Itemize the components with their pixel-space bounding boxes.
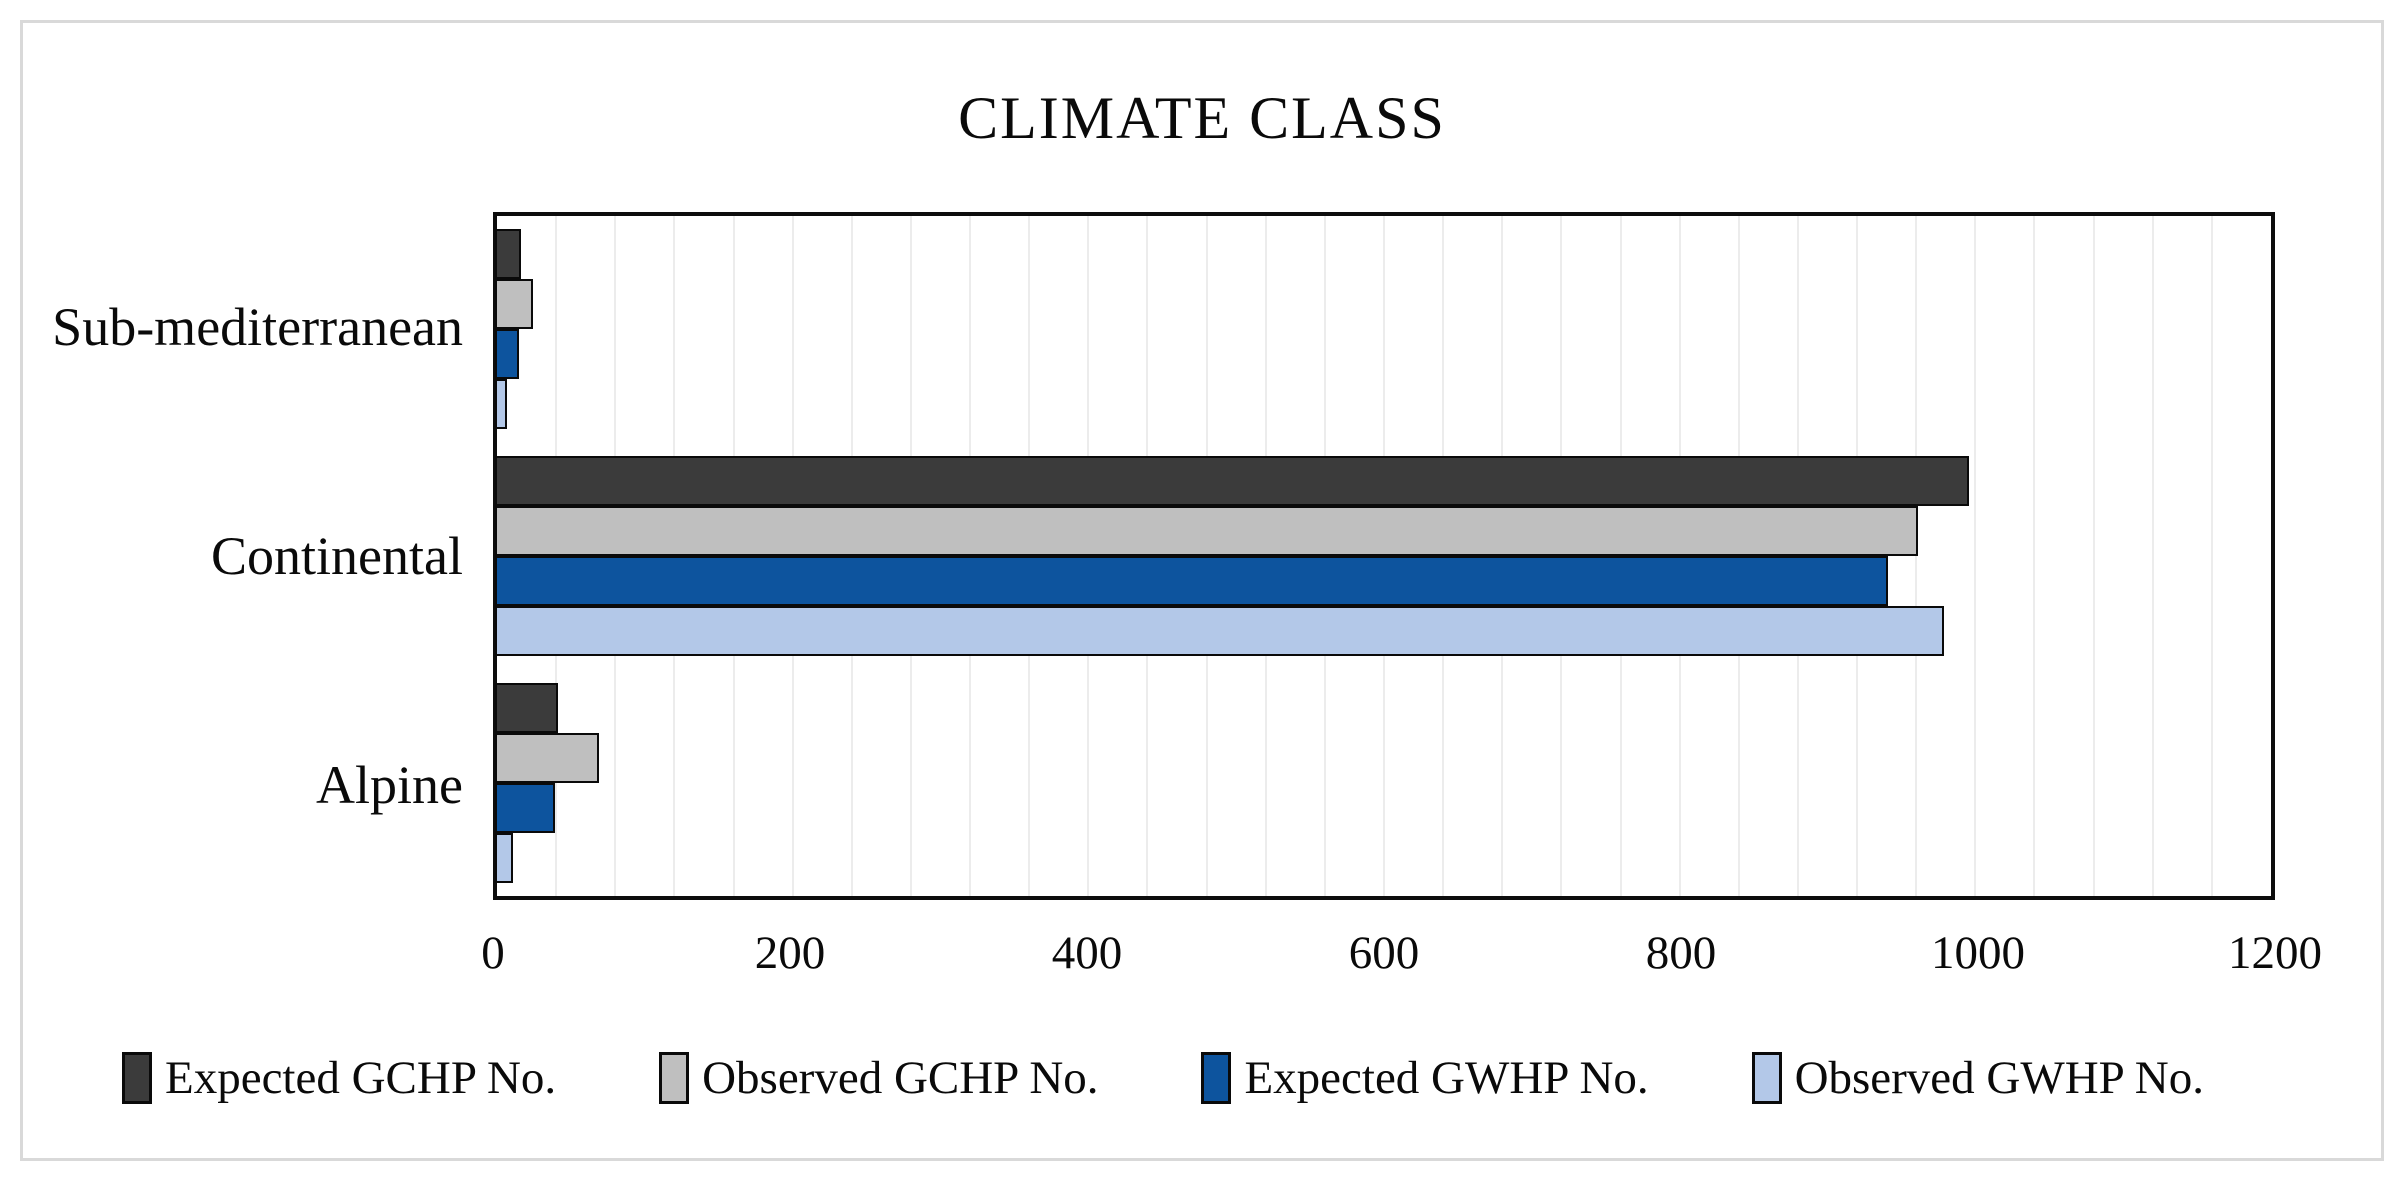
legend-swatch-expected-gchp-no — [122, 1052, 152, 1104]
legend-item-expected-gchp-no: Expected GCHP No. — [122, 1052, 556, 1104]
x-tick-label-200: 200 — [754, 927, 826, 979]
legend-swatch-observed-gwhp-no — [1751, 1052, 1782, 1104]
legend-label-observed-gwhp-no: Observed GWHP No. — [1794, 1051, 2204, 1104]
gridline-1040 — [2033, 216, 2036, 896]
legend: Expected GCHP No. Observed GCHP No. Expect… — [122, 1042, 2204, 1114]
bar-expected-gchp-no-continental — [494, 456, 1970, 506]
legend-item-observed-gwhp-no: Observed GWHP No. — [1751, 1051, 2204, 1104]
bar-observed-gwhp-no-sub-mediterranean — [494, 379, 508, 430]
category-label-alpine: Alpine — [316, 755, 463, 816]
legend-swatch-observed-gchp-no — [659, 1052, 690, 1104]
legend-label-expected-gwhp-no: Expected GWHP No. — [1244, 1051, 1649, 1104]
bar-expected-gchp-no-alpine — [494, 682, 558, 733]
bar-group-continental — [494, 443, 2271, 670]
bar-group-sub-mediterranean — [494, 216, 2271, 443]
x-tick-label-800: 800 — [1645, 927, 1717, 979]
x-tick-label-400: 400 — [1051, 927, 1123, 979]
bar-expected-gwhp-no-continental — [494, 556, 1889, 606]
gridline-1120 — [2151, 216, 2154, 896]
category-label-continental: Continental — [211, 525, 463, 586]
bar-observed-gchp-no-sub-mediterranean — [494, 279, 533, 330]
bar-observed-gchp-no-alpine — [494, 732, 600, 783]
bar-observed-gwhp-no-alpine — [494, 832, 514, 883]
x-tick-label-600: 600 — [1348, 927, 1420, 979]
bar-expected-gchp-no-sub-mediterranean — [494, 229, 521, 280]
bar-group-alpine — [494, 669, 2271, 896]
bar-observed-gwhp-no-continental — [494, 606, 1945, 656]
plot-area — [493, 212, 2275, 900]
legend-label-expected-gchp-no: Expected GCHP No. — [165, 1051, 557, 1104]
legend-label-observed-gchp-no: Observed GCHP No. — [702, 1051, 1099, 1104]
gridline-960 — [1915, 216, 1918, 896]
legend-item-observed-gchp-no: Observed GCHP No. — [659, 1051, 1099, 1104]
legend-item-expected-gwhp-no: Expected GWHP No. — [1201, 1051, 1649, 1104]
x-tick-label-1000: 1000 — [1931, 927, 2025, 979]
bar-observed-gchp-no-continental — [494, 506, 1918, 556]
category-axis-labels: Sub-mediterranean Continental Alpine — [0, 212, 463, 900]
x-axis-tick-labels: 0 200 400 600 800 1000 1200 — [481, 927, 2322, 990]
bar-expected-gwhp-no-alpine — [494, 782, 555, 833]
gridline-1000 — [1974, 216, 1977, 896]
x-tick-label-1200: 1200 — [2228, 927, 2322, 979]
figure-border — [20, 20, 2384, 1161]
legend-swatch-expected-gwhp-no — [1201, 1052, 1232, 1104]
chart-title: CLIMATE CLASS — [958, 85, 1446, 151]
gridline-1080 — [2092, 216, 2095, 896]
bar-groups-layer — [494, 216, 2271, 896]
bar-expected-gwhp-no-sub-mediterranean — [494, 329, 520, 380]
gridline-1160 — [2210, 216, 2213, 896]
category-label-sub-mediterranean: Sub-mediterranean — [52, 296, 463, 357]
x-tick-label-0: 0 — [481, 927, 505, 979]
